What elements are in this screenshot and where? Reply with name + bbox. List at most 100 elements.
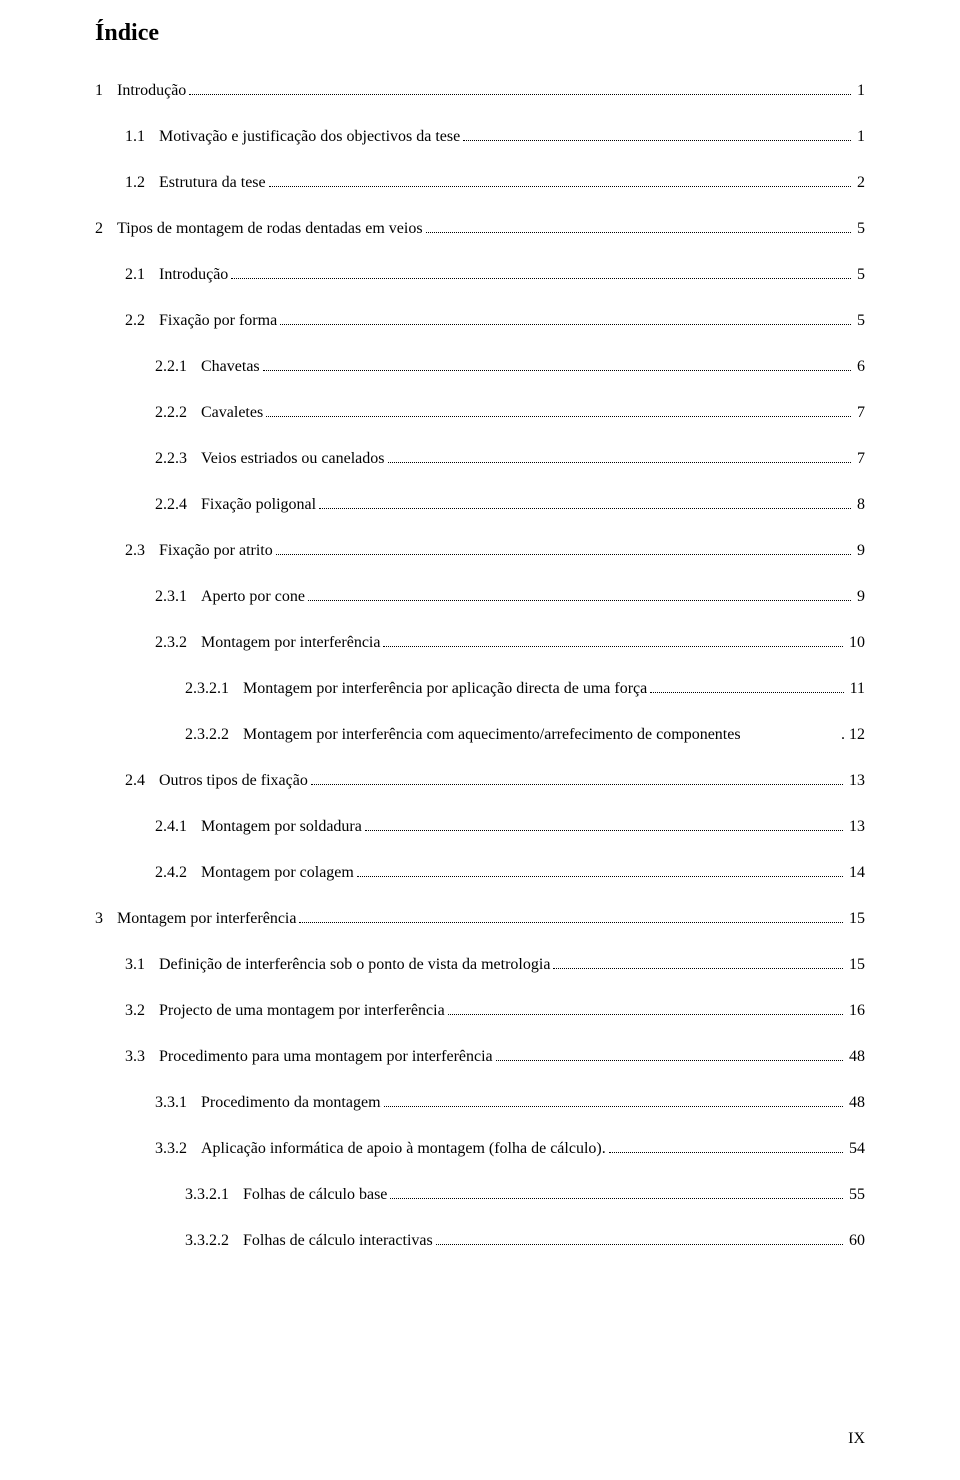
toc-entry-page: 16 — [846, 1003, 865, 1019]
toc-entry-text: Aplicação informática de apoio à montage… — [201, 1141, 606, 1157]
toc-entry: 3.3.1Procedimento da montagem48 — [95, 1095, 865, 1111]
toc-entry-page: 1 — [854, 129, 865, 145]
toc-entry-number: 3.3.2.1 — [185, 1187, 243, 1203]
toc-leader-dots — [299, 922, 843, 923]
toc-leader-dots — [390, 1198, 843, 1199]
toc-entry-page: 15 — [846, 957, 865, 973]
toc-entry: 2.1Introdução5 — [95, 267, 865, 283]
toc-entry: 2.4.2Montagem por colagem14 — [95, 865, 865, 881]
toc-entry-number: 2.3.2 — [155, 635, 201, 651]
toc-entry: 3.2Projecto de uma montagem por interfer… — [95, 1003, 865, 1019]
toc-entry-number: 2.3.1 — [155, 589, 201, 605]
page-number: IX — [848, 1430, 865, 1448]
toc-leader-dots — [383, 646, 843, 647]
toc-list: 1Introdução11.1Motivação e justificação … — [95, 83, 865, 1249]
toc-entry-text: Fixação por forma — [159, 313, 277, 329]
toc-entry-text: Outros tipos de fixação — [159, 773, 308, 789]
toc-entry-page: 13 — [846, 819, 865, 835]
toc-entry-number: 1 — [95, 83, 117, 99]
toc-entry-page: 14 — [846, 865, 865, 881]
toc-leader-dots — [280, 324, 851, 325]
toc-entry-text: Fixação por atrito — [159, 543, 273, 559]
toc-entry-text: Chavetas — [201, 359, 260, 375]
toc-leader-dots — [388, 462, 851, 463]
toc-entry-text: Introdução — [117, 83, 186, 99]
toc-leader-dots — [365, 830, 843, 831]
toc-entry-text: Introdução — [159, 267, 228, 283]
toc-entry-number: 2.3.2.2 — [185, 727, 243, 743]
toc-leader-dots — [463, 140, 851, 141]
toc-entry-number: 3.3 — [125, 1049, 159, 1065]
toc-entry: 2.2.4Fixação poligonal8 — [95, 497, 865, 513]
toc-entry-number: 2.2 — [125, 313, 159, 329]
toc-entry-number: 3.3.2 — [155, 1141, 201, 1157]
toc-entry-number: 2.4.1 — [155, 819, 201, 835]
toc-entry: 2.3.2.1Montagem por interferência por ap… — [95, 681, 865, 697]
toc-leader-dots — [436, 1244, 843, 1245]
toc-entry: 2.2.2Cavaletes7 — [95, 405, 865, 421]
toc-entry-text: Procedimento para uma montagem por inter… — [159, 1049, 493, 1065]
toc-leader-dots — [496, 1060, 843, 1061]
toc-entry: 3.3.2.2Folhas de cálculo interactivas60 — [95, 1233, 865, 1249]
toc-entry-page: 6 — [854, 359, 865, 375]
toc-entry-page: 9 — [854, 589, 865, 605]
toc-entry-text: Montagem por interferência por aplicação… — [243, 681, 647, 697]
toc-entry-page: 7 — [854, 405, 865, 421]
toc-leader-dots — [269, 186, 851, 187]
toc-entry: 1.2Estrutura da tese2 — [95, 175, 865, 191]
toc-entry-number: 2.1 — [125, 267, 159, 283]
toc-entry-text: Montagem por soldadura — [201, 819, 362, 835]
toc-leader-dots — [448, 1014, 843, 1015]
toc-entry: 3.3.2.1Folhas de cálculo base55 — [95, 1187, 865, 1203]
toc-entry-number: 2.3.2.1 — [185, 681, 243, 697]
toc-entry-number: 2 — [95, 221, 117, 237]
toc-entry: 3.3Procedimento para uma montagem por in… — [95, 1049, 865, 1065]
toc-entry: 2.2Fixação por forma5 — [95, 313, 865, 329]
toc-entry-number: 3.1 — [125, 957, 159, 973]
toc-entry-page: 9 — [854, 543, 865, 559]
toc-leader-dots — [231, 278, 851, 279]
toc-entry-page: 60 — [846, 1233, 865, 1249]
toc-entry-text: Projecto de uma montagem por interferênc… — [159, 1003, 445, 1019]
toc-leader-dots — [311, 784, 843, 785]
toc-entry-number: 3.3.1 — [155, 1095, 201, 1111]
toc-entry: 2.4Outros tipos de fixação 13 — [95, 773, 865, 789]
toc-entry-text: Veios estriados ou canelados — [201, 451, 385, 467]
toc-entry-number: 1.1 — [125, 129, 159, 145]
toc-entry-text: Montagem por interferência com aquecimen… — [243, 727, 741, 743]
toc-entry-page: 5 — [854, 221, 865, 237]
toc-entry-text: Cavaletes — [201, 405, 263, 421]
toc-entry: 2.4.1Montagem por soldadura 13 — [95, 819, 865, 835]
toc-entry-number: 3.3.2.2 — [185, 1233, 243, 1249]
toc-entry-page: 48 — [846, 1095, 865, 1111]
toc-entry-text: Estrutura da tese — [159, 175, 266, 191]
toc-entry-number: 2.2.1 — [155, 359, 201, 375]
toc-leader-dots — [357, 876, 843, 877]
toc-entry-page: 48 — [846, 1049, 865, 1065]
toc-leader-dots — [609, 1152, 843, 1153]
toc-entry-number: 2.3 — [125, 543, 159, 559]
toc-entry: 2.3.1Aperto por cone9 — [95, 589, 865, 605]
toc-entry-text: Fixação poligonal — [201, 497, 316, 513]
toc-leader-dots — [189, 94, 851, 95]
toc-entry-text: Montagem por interferência — [117, 911, 296, 927]
toc-entry-text: Motivação e justificação dos objectivos … — [159, 129, 460, 145]
toc-entry-text: Montagem por colagem — [201, 865, 354, 881]
toc-entry-number: 1.2 — [125, 175, 159, 191]
toc-entry-number: 2.4 — [125, 773, 159, 789]
toc-leader-dots — [263, 370, 851, 371]
toc-entry-page: 13 — [846, 773, 865, 789]
toc-entry: 3Montagem por interferência15 — [95, 911, 865, 927]
toc-entry-page: . 12 — [838, 727, 865, 743]
toc-entry: 2.2.3Veios estriados ou canelados7 — [95, 451, 865, 467]
toc-entry-page: 7 — [854, 451, 865, 467]
toc-leader-dots — [319, 508, 851, 509]
toc-entry: 2.2.1Chavetas 6 — [95, 359, 865, 375]
toc-leader-dots — [426, 232, 851, 233]
toc-leader-dots — [384, 1106, 843, 1107]
toc-entry-page: 10 — [846, 635, 865, 651]
toc-entry: 2Tipos de montagem de rodas dentadas em … — [95, 221, 865, 237]
toc-entry: 1.1Motivação e justificação dos objectiv… — [95, 129, 865, 145]
toc-entry-number: 3 — [95, 911, 117, 927]
toc-entry-page: 8 — [854, 497, 865, 513]
